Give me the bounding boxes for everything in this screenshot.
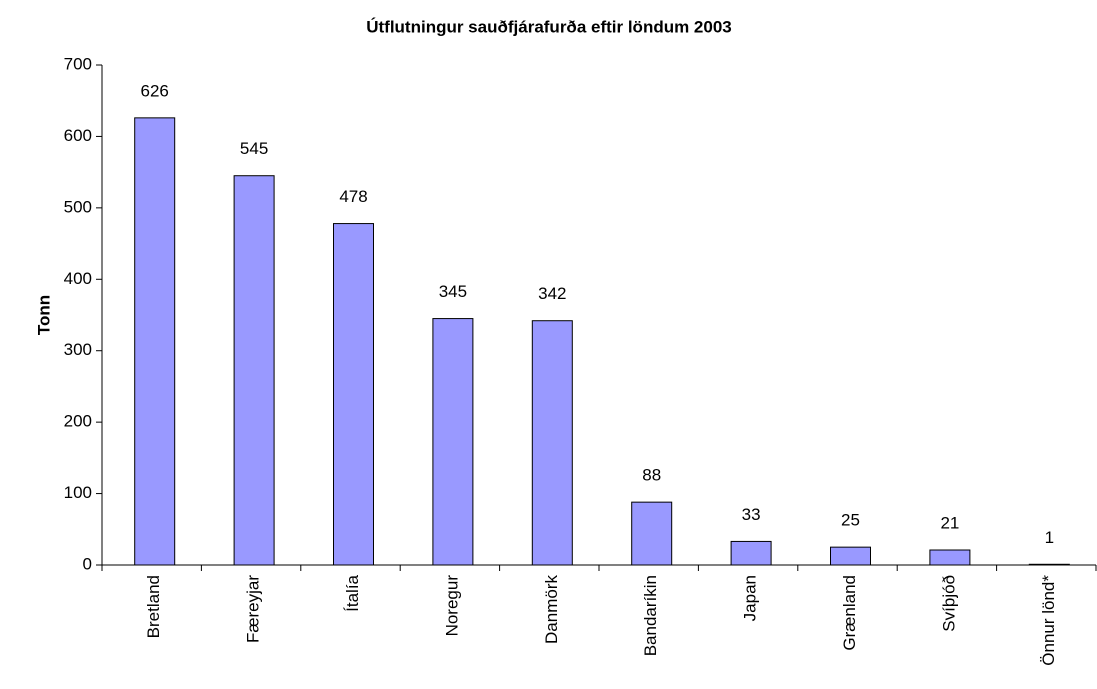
y-tick-label: 0 xyxy=(83,554,92,573)
data-label: 478 xyxy=(339,187,367,206)
y-tick-label: 200 xyxy=(64,412,92,431)
data-label: 545 xyxy=(240,139,268,158)
data-label: 88 xyxy=(642,466,661,485)
x-tick-label: Ítalía xyxy=(343,574,362,611)
x-tick-label: Önnur lönd* xyxy=(1039,575,1058,666)
bar xyxy=(631,501,673,566)
data-label: 345 xyxy=(439,282,467,301)
bar xyxy=(929,549,971,566)
x-tick-label: Grænland xyxy=(840,575,859,651)
x-tick-label: Svíþjóð xyxy=(939,575,958,632)
y-tick-label: 100 xyxy=(64,483,92,502)
bar xyxy=(531,320,573,566)
y-tick-label: 300 xyxy=(64,340,92,359)
x-tick-label: Japan xyxy=(741,575,760,621)
data-label: 1 xyxy=(1045,528,1054,547)
data-label: 342 xyxy=(538,284,566,303)
bar xyxy=(233,175,275,566)
bar xyxy=(432,318,474,566)
bar xyxy=(830,546,871,566)
data-label: 33 xyxy=(742,505,761,524)
y-tick-label: 600 xyxy=(64,126,92,145)
y-tick-label: 500 xyxy=(64,197,92,216)
bar xyxy=(1028,563,1070,566)
x-tick-label: Bretland xyxy=(144,575,163,638)
x-tick-label: Bandaríkin xyxy=(641,575,660,656)
bar xyxy=(333,223,374,566)
data-label: 626 xyxy=(141,81,169,100)
y-tick-label: 700 xyxy=(64,54,92,73)
x-tick-label: Noregur xyxy=(442,575,461,637)
y-tick-label: 400 xyxy=(64,269,92,288)
data-label: 25 xyxy=(841,511,860,530)
x-tick-label: Færeyjar xyxy=(244,575,263,643)
bar xyxy=(730,540,772,566)
bar xyxy=(134,117,176,566)
chart-title: Útflutningur sauðfjárafurða eftir löndum… xyxy=(366,17,732,36)
x-tick-label: Danmörk xyxy=(542,575,561,644)
data-label: 21 xyxy=(940,513,959,532)
y-axis-title: Tonn xyxy=(34,295,53,335)
